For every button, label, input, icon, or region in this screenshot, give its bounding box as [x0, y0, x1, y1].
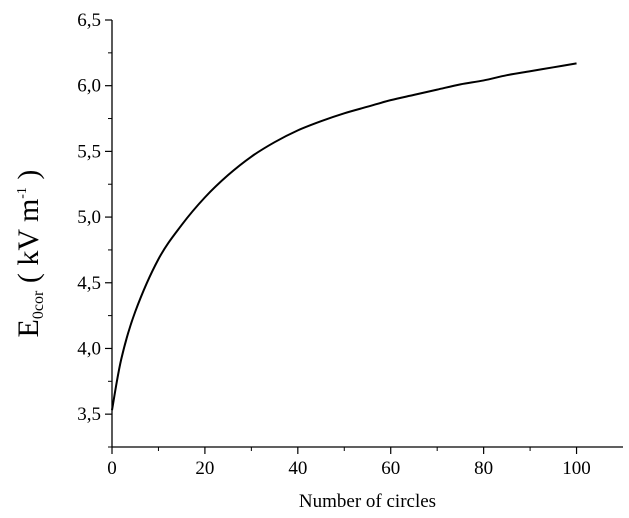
- y-axis-title-unit-close: ): [12, 170, 45, 188]
- y-tick-label: 3,5: [77, 404, 101, 425]
- y-tick-label: 5,0: [77, 207, 101, 228]
- series-line: [111, 62, 577, 411]
- x-tick-label: 20: [195, 458, 214, 479]
- y-tick-label: 4,5: [77, 273, 101, 294]
- x-tick-label: 40: [288, 458, 307, 479]
- x-ticks: 0 20 40 60 80 100: [107, 447, 591, 479]
- x-tick-label: 0: [107, 458, 117, 479]
- series-group: [111, 62, 577, 411]
- y-tick-label: 6,0: [77, 76, 101, 97]
- y-tick-label: 6,5: [77, 10, 101, 31]
- x-tick-label: 100: [562, 458, 591, 479]
- y-ticks: 3,5 4,0 4,5 5,0 5,5 6,0 6,5: [77, 10, 112, 448]
- x-tick-label: 60: [381, 458, 400, 479]
- y-tick-label: 5,5: [77, 141, 101, 162]
- x-axis-title: Number of circles: [299, 491, 436, 512]
- y-tick-label: 4,0: [77, 338, 101, 359]
- x-tick-label: 80: [474, 458, 493, 479]
- y-axis-title: E0cor ( kV m-1 ): [12, 170, 47, 338]
- y-axis-title-unit-sup: -1: [15, 187, 30, 199]
- y-axis-title-unit-open: ( kV m: [12, 199, 45, 291]
- y-axis-title-base: E: [12, 319, 45, 337]
- y-axis-title-subscript: 0cor: [30, 290, 47, 319]
